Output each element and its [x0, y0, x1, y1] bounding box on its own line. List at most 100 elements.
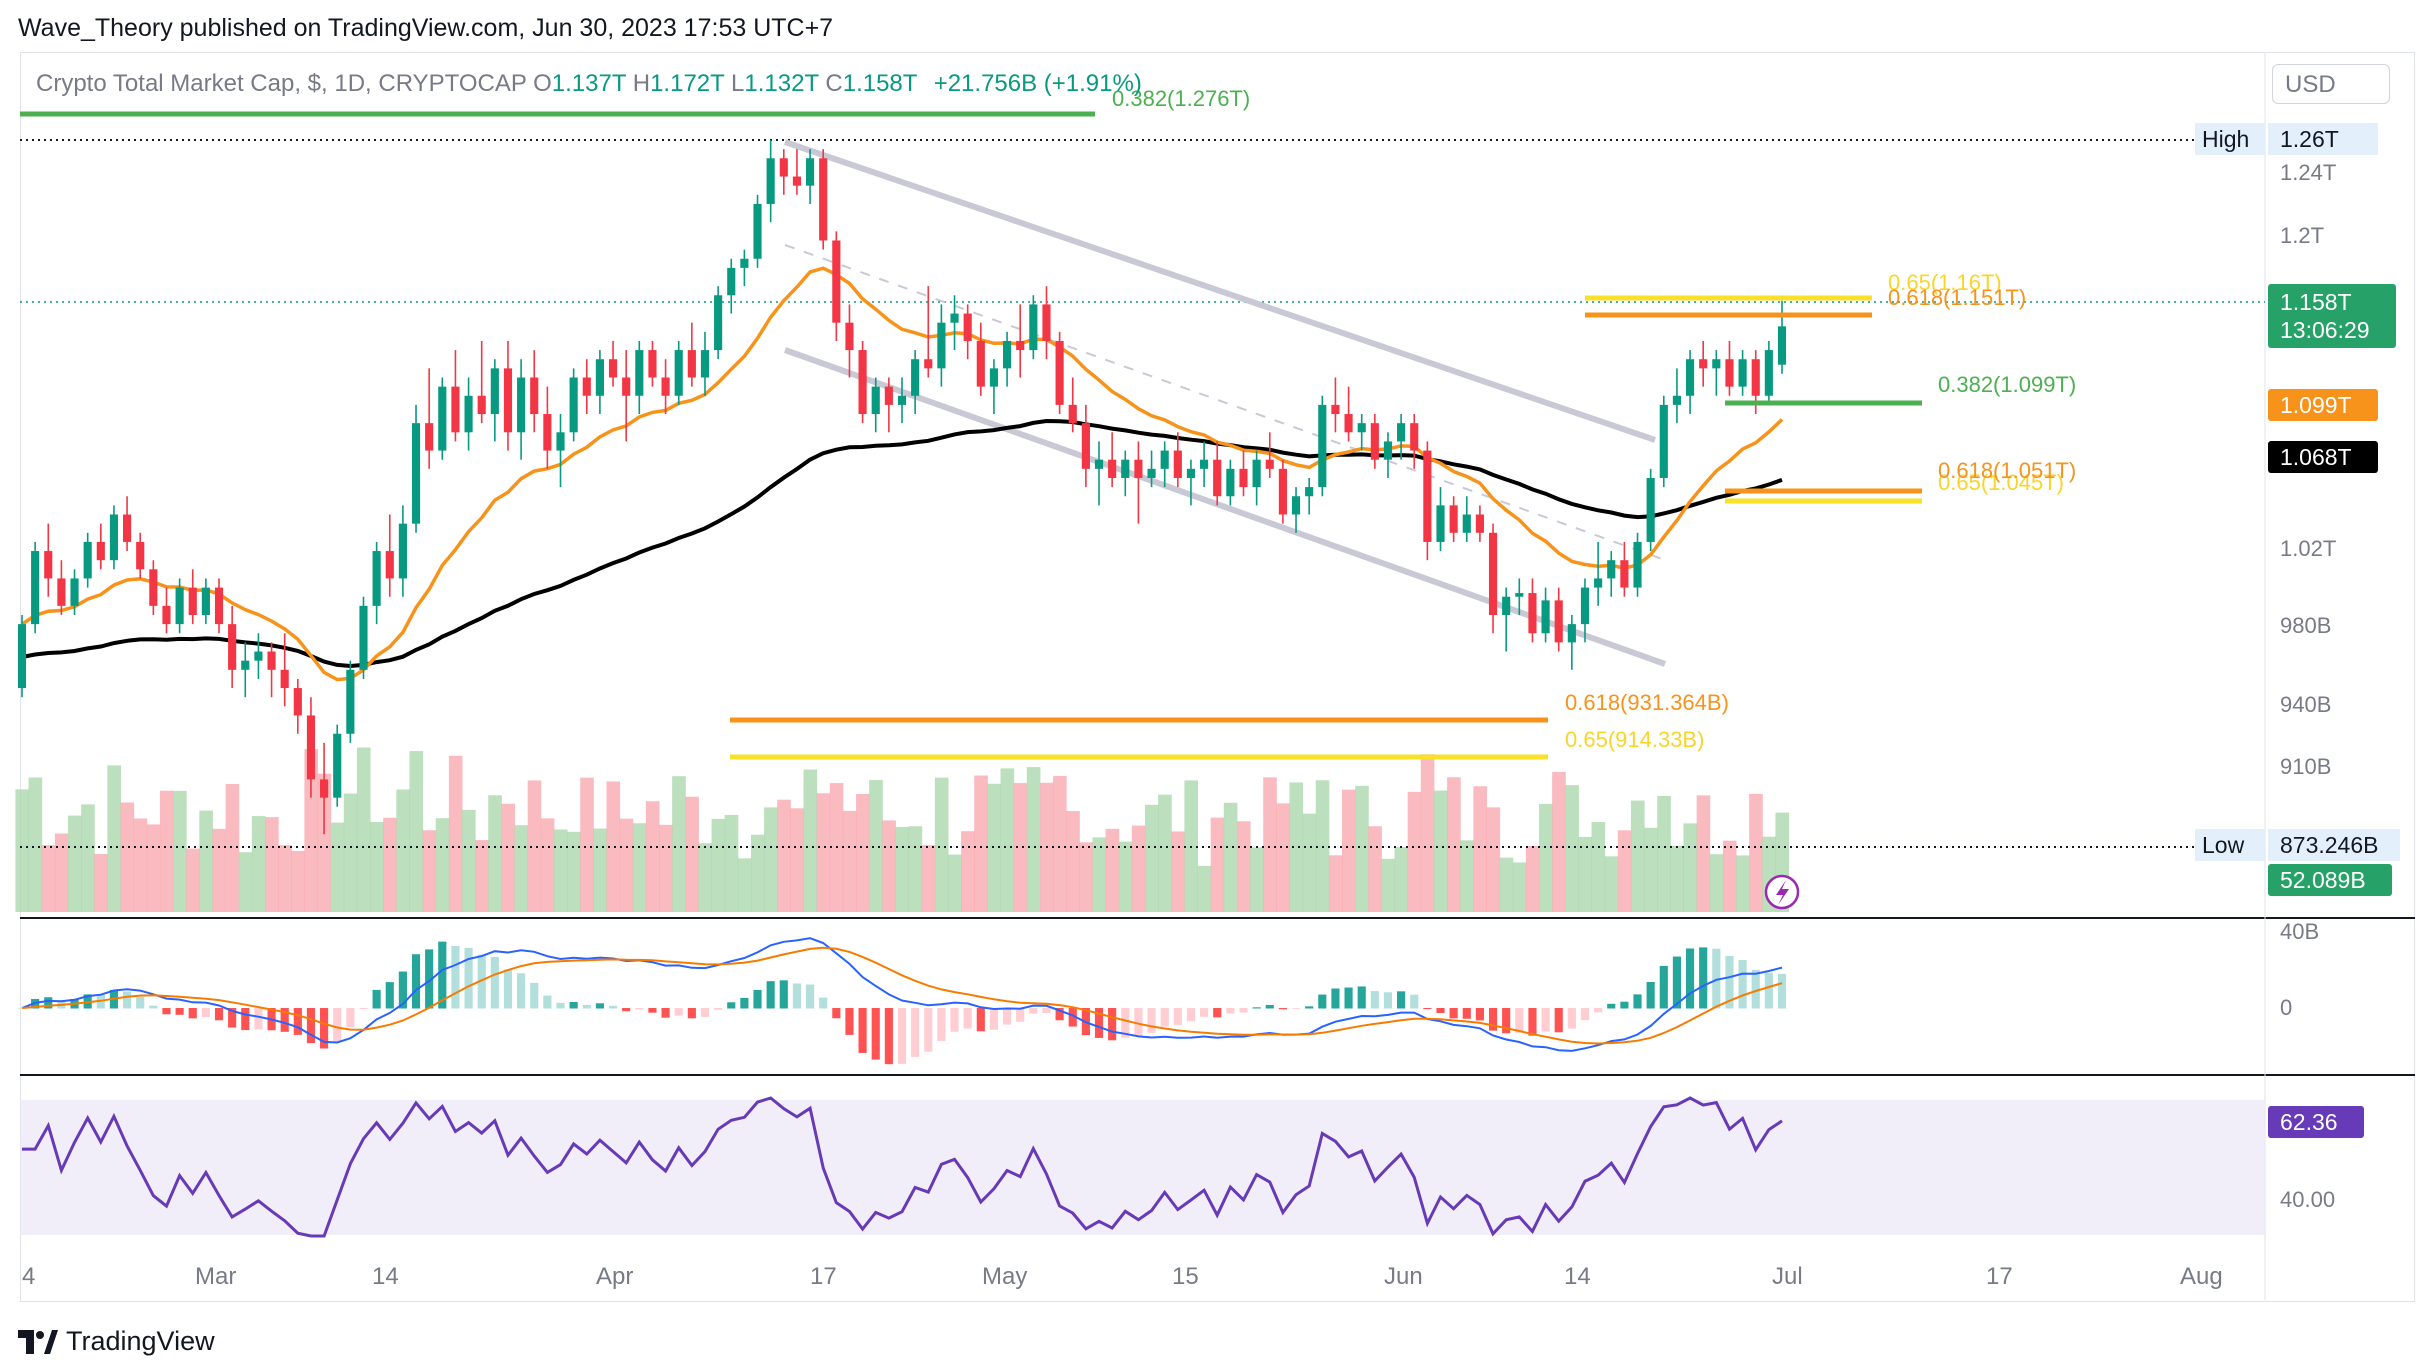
candle [1515, 578, 1524, 615]
macd-histogram-bar [911, 1008, 920, 1057]
candle-body [1659, 404, 1668, 478]
candle [950, 295, 959, 351]
macd-histogram-bar [1383, 992, 1393, 1009]
macd-histogram-bar [1410, 994, 1419, 1009]
candle [740, 249, 749, 287]
candle-body [569, 377, 578, 433]
macd-histogram-bar [1055, 1008, 1064, 1021]
macd-histogram-bar [477, 954, 486, 1009]
candle [687, 322, 696, 387]
macd-histogram-bar [1291, 1008, 1301, 1009]
candle [1449, 496, 1458, 542]
volume-bar [475, 840, 489, 912]
currency-button[interactable]: USD [2272, 64, 2390, 104]
candle [1226, 459, 1235, 506]
volume-bar [238, 852, 253, 912]
macd-histogram-bar [517, 973, 526, 1009]
volume-bar [1591, 822, 1606, 912]
candle-body [871, 386, 880, 415]
macd-histogram-bar [858, 1008, 867, 1053]
candle [1554, 587, 1563, 652]
macd-histogram-bar [674, 1008, 683, 1016]
candle [175, 578, 184, 634]
candle [425, 368, 434, 469]
candle [1672, 368, 1681, 424]
candle-body [188, 587, 197, 615]
candle-body [805, 158, 815, 186]
candle-body [201, 587, 210, 615]
volume-bar [1053, 775, 1067, 912]
candle [451, 350, 460, 442]
macd-histogram-bar [214, 1008, 224, 1021]
candle-body [1672, 395, 1681, 405]
candle-body [1541, 600, 1550, 634]
candle-body [1475, 514, 1484, 533]
high-tag-value: 1.26T [2280, 126, 2339, 152]
volume-bar [711, 818, 726, 912]
legend-change: +21.756B (+1.91%) [933, 70, 1142, 97]
volume-bar [777, 799, 791, 912]
macd-histogram-bar [1239, 1008, 1248, 1013]
volume-bar [1079, 842, 1093, 912]
macd-histogram-bar [346, 1008, 355, 1028]
price-axis: 1.24T 1.2T 1.02T 980B 940B 910B 40B 0 40… [2280, 160, 2336, 1212]
volume-bar [764, 807, 778, 912]
macd-histogram-bar [1528, 1008, 1537, 1036]
volume-bar [1355, 785, 1369, 912]
candle-body [1594, 578, 1603, 588]
candle-body [897, 395, 907, 405]
volume-bar [685, 796, 699, 912]
rsi-tag [2268, 1106, 2364, 1138]
candle [897, 377, 907, 424]
candle [1580, 578, 1590, 643]
x-tick-15: 15 [1172, 1263, 1199, 1290]
rsi-line [22, 1096, 1783, 1238]
volume-bar [553, 829, 568, 912]
candle-body [1291, 496, 1301, 515]
volume-bar [94, 853, 108, 912]
volume-bar [317, 773, 332, 912]
candle [17, 614, 27, 698]
macd-histogram-bar [1764, 972, 1773, 1009]
macd-histogram-bar [1462, 1008, 1471, 1019]
lightning-icon[interactable] [1764, 874, 1800, 910]
volume-bar [278, 845, 292, 912]
candle [228, 605, 237, 689]
candle-body [44, 551, 53, 579]
volume-bar [1722, 840, 1737, 912]
candle-body [1449, 505, 1458, 533]
macd-histogram-bar [924, 1008, 933, 1052]
volume-value: 52.089B [2280, 867, 2366, 893]
candle [464, 377, 473, 451]
fib-bottom-orange-label: 0.618(931.364B) [1565, 690, 1729, 715]
bar-countdown: 13:06:29 [2280, 317, 2370, 343]
macd-histogram-bar [1278, 1008, 1287, 1010]
legend-o-label: O [533, 70, 552, 97]
macd-pane [17, 937, 1787, 1065]
volume-bar [1578, 836, 1593, 912]
candle-body [1173, 450, 1182, 478]
volume-histogram [15, 747, 1790, 912]
low-tag-label: Low [2202, 832, 2245, 858]
candle-body [1777, 326, 1787, 365]
x-tick-mar: Mar [195, 1263, 236, 1290]
macd-histogram-bar [1607, 1003, 1616, 1009]
macd-histogram-bar [1502, 1008, 1511, 1034]
candle [44, 523, 53, 597]
volume-bar [1499, 857, 1514, 912]
volume-bar [1749, 793, 1763, 912]
candle [1186, 459, 1196, 506]
candle [96, 523, 105, 570]
candle [1370, 414, 1379, 469]
volume-bar [1525, 845, 1540, 912]
candle-body [1370, 423, 1379, 460]
macd-histogram-bar [1685, 948, 1695, 1009]
volume-bar [1026, 767, 1041, 912]
candle-body [490, 368, 499, 415]
candle-body [937, 322, 946, 369]
y-tick-1-2t: 1.2T [2280, 223, 2324, 248]
tradingview-logo[interactable]: TradingView [18, 1326, 215, 1357]
fib-upper-yellow-label: 0.65(1.16T) [1888, 270, 2002, 295]
volume-bar [462, 809, 476, 912]
